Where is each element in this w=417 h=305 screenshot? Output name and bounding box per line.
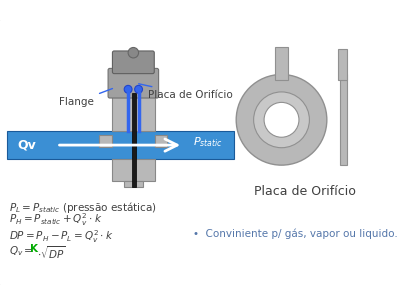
Bar <box>340 74 347 165</box>
Bar <box>112 96 155 131</box>
Text: •  Conviniente p/ gás, vapor ou liquido.: • Conviniente p/ gás, vapor ou liquido. <box>193 228 398 239</box>
Text: $P_H = P_{static} + Q_v^2 \cdot k$: $P_H = P_{static} + Q_v^2 \cdot k$ <box>9 211 102 228</box>
Text: $Q_v = $: $Q_v = $ <box>9 244 33 258</box>
FancyBboxPatch shape <box>108 68 158 98</box>
Text: Placa de Orifício: Placa de Orifício <box>139 84 233 100</box>
Bar <box>112 159 155 181</box>
Bar <box>7 131 234 159</box>
Text: Qv: Qv <box>18 138 36 152</box>
Text: $DP = P_H - P_L = Q_v^2 \cdot k$: $DP = P_H - P_L = Q_v^2 \cdot k$ <box>9 228 113 245</box>
Bar <box>155 135 167 147</box>
Bar <box>133 93 136 187</box>
Text: $\cdot \sqrt{DP}$: $\cdot \sqrt{DP}$ <box>37 244 65 261</box>
Circle shape <box>236 74 327 165</box>
Bar <box>338 49 347 80</box>
Bar <box>124 181 143 187</box>
Circle shape <box>135 85 143 93</box>
Bar <box>99 135 112 147</box>
Circle shape <box>128 48 138 58</box>
Circle shape <box>264 102 299 137</box>
Text: Placa de Orifício: Placa de Orifício <box>254 185 356 198</box>
Text: Flange: Flange <box>59 88 113 107</box>
Bar <box>275 47 288 80</box>
FancyBboxPatch shape <box>0 18 365 287</box>
FancyBboxPatch shape <box>113 51 154 74</box>
Text: $P_{static}$: $P_{static}$ <box>193 136 224 149</box>
Text: $P_L = P_{static}$ (pressão estática): $P_L = P_{static}$ (pressão estática) <box>9 200 156 215</box>
Circle shape <box>254 92 309 148</box>
Text: K: K <box>30 244 38 254</box>
Circle shape <box>124 85 132 93</box>
